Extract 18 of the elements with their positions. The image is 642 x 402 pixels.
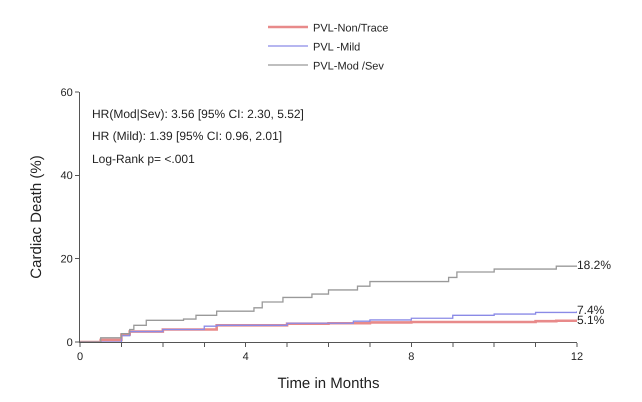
annotation: Log-Rank p= <.001 bbox=[92, 152, 196, 166]
x-tick-label: 4 bbox=[242, 351, 249, 364]
y-tick-label: 0 bbox=[66, 336, 73, 349]
x-tick-label: 8 bbox=[408, 351, 414, 364]
annotation: HR (Mild): 1.39 [95% CI: 0.96, 2.01] bbox=[92, 129, 282, 143]
legend-label: PVL-Non/Trace bbox=[313, 22, 388, 34]
x-axis-title: Time in Months bbox=[278, 375, 380, 392]
y-tick-label: 20 bbox=[60, 254, 73, 266]
data-label: 18.2% bbox=[577, 258, 612, 272]
x-tick-label: 0 bbox=[76, 351, 84, 364]
annotation: HR(Mod|Sev): 3.56 [95% CI: 2.30, 5.52] bbox=[92, 107, 304, 121]
x-tick-label: 12 bbox=[570, 351, 584, 364]
y-axis-title: Cardiac Death (%) bbox=[28, 155, 45, 279]
data-label: 5.1% bbox=[577, 312, 605, 327]
legend-label: PVL-Mod /Sev bbox=[313, 60, 384, 72]
legend-label: PVL -Mild bbox=[313, 41, 360, 54]
y-tick-label: 40 bbox=[60, 170, 73, 182]
y-tick-label: 60 bbox=[60, 86, 73, 99]
